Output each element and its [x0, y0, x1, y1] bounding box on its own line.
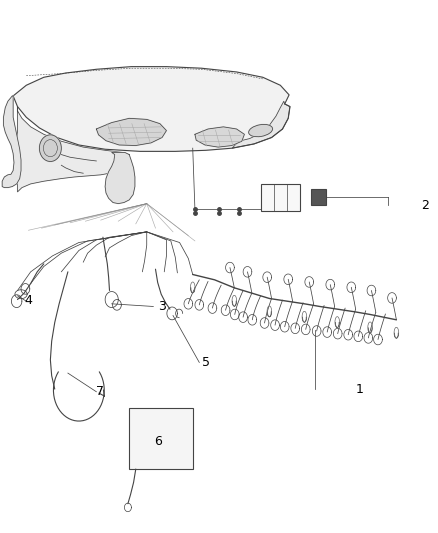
Polygon shape	[13, 67, 290, 151]
Text: 6: 6	[154, 435, 162, 448]
Text: 5: 5	[202, 356, 210, 369]
Text: 2: 2	[421, 199, 429, 212]
Bar	[311, 189, 326, 205]
Polygon shape	[2, 96, 21, 188]
Polygon shape	[195, 127, 244, 147]
Polygon shape	[96, 118, 166, 146]
Text: 1: 1	[355, 383, 363, 395]
Circle shape	[39, 135, 61, 161]
Polygon shape	[18, 107, 129, 192]
Polygon shape	[105, 152, 135, 204]
Ellipse shape	[249, 124, 272, 137]
Text: 4: 4	[24, 294, 32, 306]
Text: 7: 7	[96, 385, 104, 398]
Polygon shape	[232, 101, 290, 148]
Text: 3: 3	[158, 300, 166, 313]
Bar	[129, 408, 193, 469]
Bar	[261, 184, 300, 211]
